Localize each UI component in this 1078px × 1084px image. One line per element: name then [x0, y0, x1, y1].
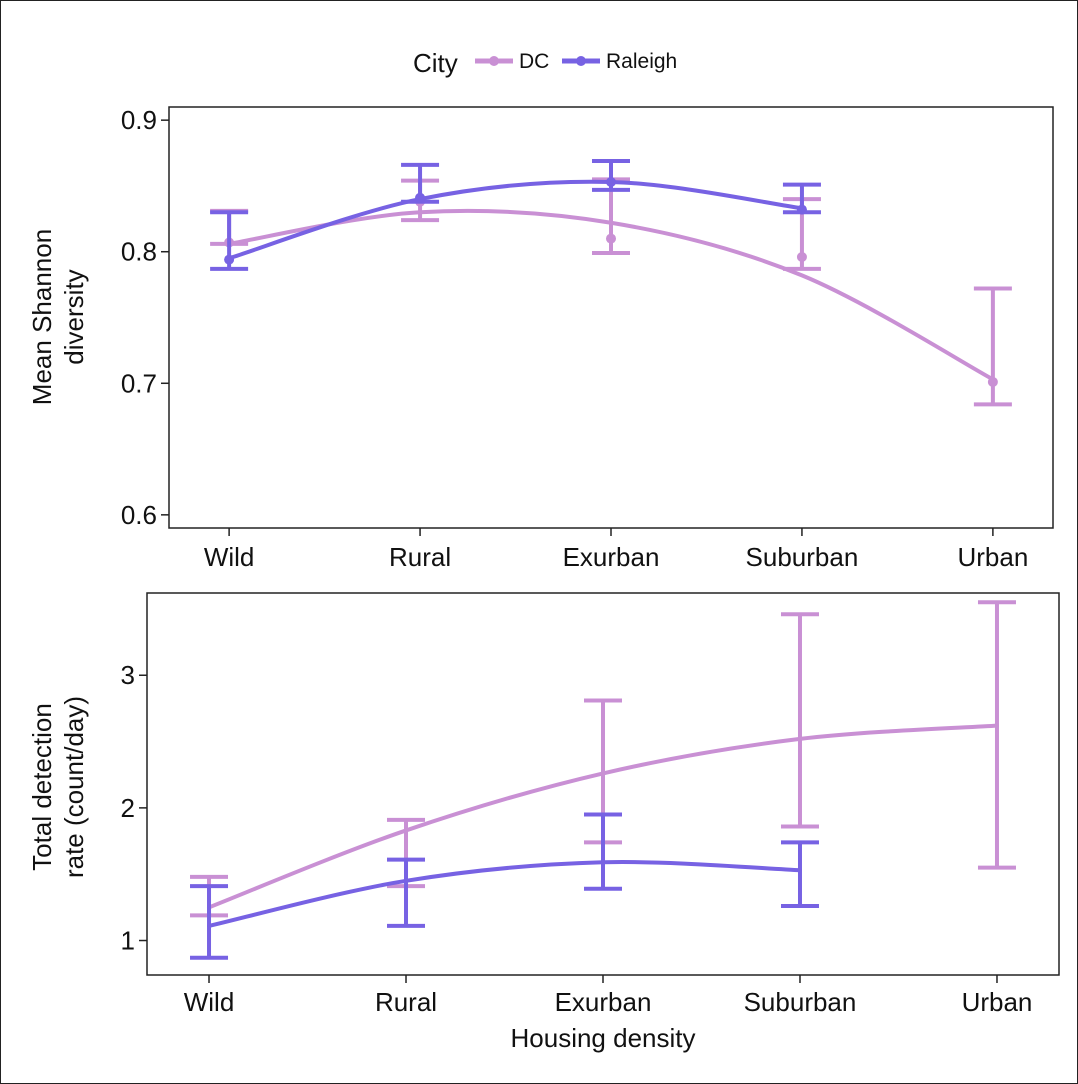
point-dc-urban	[987, 376, 998, 387]
diversity-panel: 0.6 0.7 0.8 0.9 Wild Rural Exurban Suburban Urba…	[27, 105, 1054, 572]
point-raleigh-rural	[415, 192, 426, 203]
error-bar-raleigh-rural	[387, 857, 426, 928]
x-tick-label-suburban: Suburban	[746, 542, 859, 572]
error-bar-dc-suburban	[780, 612, 819, 829]
x-tick-label-exurban: Exurban	[563, 542, 660, 572]
fit-line-dc	[207, 723, 999, 910]
x-tick-label-exurban: Exurban	[555, 987, 652, 1017]
detection-rate-panel: 1 2 3 Wild Rural Exurban Suburban Urban Total de…	[27, 592, 1060, 1053]
legend-entry-dc: DC	[475, 50, 549, 73]
x-tick-label-wild: Wild	[204, 542, 255, 572]
y-tick-label: 0.9	[121, 105, 157, 135]
legend-label-raleigh: Raleigh	[606, 50, 677, 73]
y-tick-label: 1	[121, 926, 135, 956]
x-tick-label-suburban: Suburban	[744, 987, 857, 1017]
y-tick-label: 3	[121, 660, 135, 690]
y-tick-label: 0.8	[121, 237, 157, 267]
legend-entry-raleigh: Raleigh	[562, 50, 677, 73]
x-tick-label-urban: Urban	[962, 987, 1033, 1017]
error-bar-dc-urban	[977, 600, 1016, 870]
y-axis-label: Total detectionrate (count/day)	[27, 696, 89, 878]
y-axis-label-line: rate (count/day)	[59, 696, 89, 878]
series-raleigh	[210, 158, 821, 271]
series-dc	[210, 177, 1012, 407]
point-dc-exurban	[606, 233, 616, 244]
fit-line-raleigh	[207, 860, 802, 928]
legend-key-raleigh-point	[576, 56, 586, 66]
y-tick-label: 0.7	[121, 368, 157, 398]
error-bar-raleigh-wild	[190, 884, 229, 960]
legend-key-dc-point	[489, 56, 499, 66]
legend: City DC Raleigh	[413, 48, 677, 78]
x-tick-label-urban: Urban	[957, 542, 1028, 572]
point-raleigh-suburban	[796, 204, 807, 215]
x-tick-label-rural: Rural	[375, 987, 437, 1017]
x-axis-label: Housing density	[511, 1023, 696, 1053]
y-axis-label-line: diversity	[59, 269, 89, 364]
series-raleigh	[190, 812, 819, 960]
y-tick-label: 0.6	[121, 500, 157, 530]
point-raleigh-wild	[224, 254, 235, 265]
error-bar-raleigh-suburban	[780, 840, 819, 909]
y-axis-label-line: Mean Shannon	[27, 229, 57, 405]
point-raleigh-exurban	[606, 176, 616, 187]
x-tick-label-wild: Wild	[184, 987, 235, 1017]
legend-title: City	[413, 48, 458, 78]
fit-line-dc	[227, 208, 995, 382]
fit-line-raleigh	[227, 179, 804, 261]
y-tick-label: 2	[121, 793, 135, 823]
point-dc-suburban	[796, 251, 807, 262]
legend-label-dc: DC	[519, 50, 549, 73]
error-bar-raleigh-exurban	[584, 812, 622, 891]
x-tick-label-rural: Rural	[389, 542, 451, 572]
y-axis-label-line: Total detection	[27, 703, 57, 871]
y-axis-label: Mean Shannondiversity	[27, 229, 89, 405]
